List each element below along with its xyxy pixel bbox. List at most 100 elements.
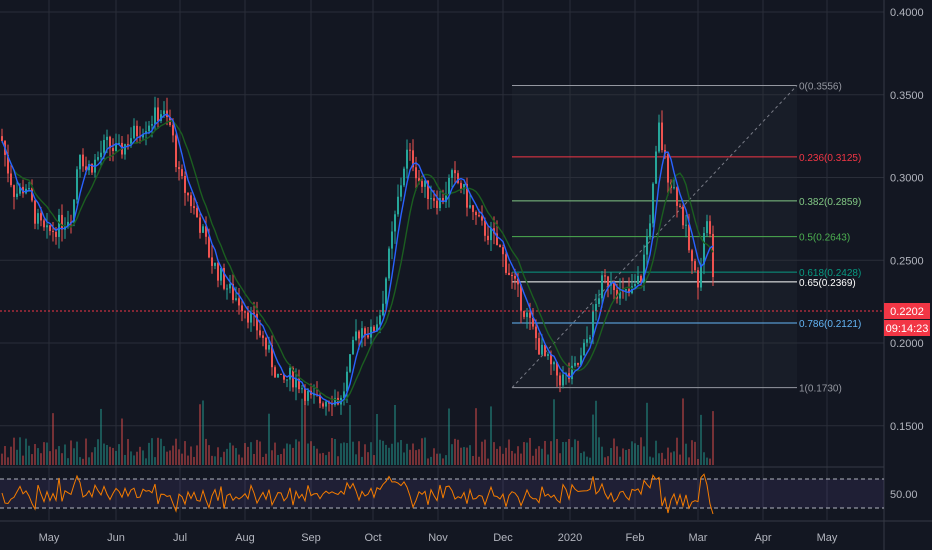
candle-body: [52, 231, 54, 233]
candle-body: [523, 310, 525, 317]
rsi-axis-label: 50.00: [890, 489, 918, 501]
volume-bar: [277, 454, 279, 465]
volume-bar: [280, 454, 282, 465]
volume-bar: [457, 439, 459, 465]
volume-bar: [403, 452, 405, 465]
candle-body: [490, 228, 492, 241]
volume-bar: [229, 442, 231, 465]
volume-bar: [577, 440, 579, 465]
y-tick-label: 0.3500: [890, 90, 924, 102]
candle-body: [502, 247, 504, 255]
volume-bar: [250, 442, 252, 465]
candle-body: [400, 185, 402, 197]
candle-body: [232, 283, 234, 300]
candle-body: [40, 213, 42, 221]
time-axis[interactable]: May Jun Jul Aug Sep Oct Nov Dec 2020 Feb Mar Apr May: [39, 532, 838, 544]
candle-body: [577, 362, 579, 365]
candle-body: [454, 170, 456, 174]
candle-body: [646, 236, 648, 255]
candle-body: [283, 374, 285, 380]
volume-bar: [583, 451, 585, 465]
candle-body: [313, 394, 315, 396]
price-axis[interactable]: 0.4000 0.3500 0.3000 0.2500 0.2000 0.1500: [890, 7, 924, 433]
candle-body: [190, 195, 192, 207]
candle-body: [199, 217, 201, 233]
candle-body: [667, 153, 669, 183]
candle-body: [142, 134, 144, 138]
volume-bar: [289, 444, 291, 465]
volume-bar: [565, 441, 567, 465]
candle-body: [364, 328, 366, 336]
candle-body: [367, 335, 369, 338]
candle-body: [685, 224, 687, 226]
candle-body: [676, 187, 678, 206]
volume-bar: [313, 445, 315, 465]
volume-bar: [508, 439, 510, 465]
candle-body: [520, 284, 522, 311]
volume-bar: [124, 454, 126, 465]
candle-body: [289, 368, 291, 380]
volume-bar: [337, 456, 339, 465]
volume-bar: [70, 440, 72, 465]
volume-bar: [268, 413, 270, 465]
candle-body: [184, 175, 186, 193]
candle-body: [556, 362, 558, 376]
volume-bar: [496, 448, 498, 465]
volume-bar: [49, 451, 51, 465]
candle-body: [61, 214, 63, 230]
candle-body: [616, 290, 618, 299]
candle-body: [526, 312, 528, 317]
volume-bar: [538, 446, 540, 465]
volume-bar: [661, 452, 663, 465]
candle-body: [394, 214, 396, 232]
x-tick-label: Nov: [428, 532, 448, 544]
volume-bar: [622, 448, 624, 465]
volume-bar: [103, 443, 105, 465]
volume-bar: [520, 453, 522, 465]
candle-body: [580, 355, 582, 365]
candle-body: [403, 168, 405, 186]
volume-bar: [64, 444, 66, 465]
volume-bar: [271, 450, 273, 465]
volume-bar: [7, 457, 9, 465]
volume-bar: [652, 457, 654, 465]
volume-bar: [136, 451, 138, 465]
candle-body: [436, 200, 438, 209]
volume-bar: [40, 453, 42, 465]
volume-bar: [58, 446, 60, 465]
candle-body: [589, 337, 591, 340]
volume-bar: [589, 457, 591, 465]
candle-body: [322, 403, 324, 407]
volume-bar: [616, 446, 618, 465]
candle-body: [319, 395, 321, 404]
candle-body: [343, 391, 345, 398]
fibonacci-retracement[interactable]: 0(0.3556) 0.236(0.3125) 0.382(0.2859) 0.5(0…: [511, 81, 861, 395]
volume-bar: [619, 456, 621, 465]
candle-body: [274, 367, 276, 378]
volume-bar: [151, 438, 153, 465]
volume-bar: [643, 446, 645, 465]
volume-bar: [301, 398, 303, 465]
volume-bar: [1, 453, 3, 465]
volume-bar: [493, 442, 495, 465]
candle-body: [217, 262, 219, 281]
candle-body: [238, 298, 240, 306]
volume-bar: [226, 448, 228, 465]
x-tick-label: Jul: [173, 532, 187, 544]
volume-bar: [292, 447, 294, 465]
volume-bar: [202, 400, 204, 465]
candle-body: [163, 110, 165, 115]
x-tick-label: Oct: [364, 532, 381, 544]
volume-bar: [460, 447, 462, 465]
candle-body: [307, 390, 309, 401]
candle-body: [439, 197, 441, 209]
candle-body: [421, 181, 423, 187]
volume-bar: [97, 439, 99, 465]
volume-bar: [55, 449, 57, 465]
volume-bar: [433, 448, 435, 465]
volume-bar: [319, 453, 321, 465]
candle-body: [172, 125, 174, 136]
fib-level-label: 0.382(0.2859): [799, 197, 861, 208]
candle-body: [31, 188, 33, 201]
